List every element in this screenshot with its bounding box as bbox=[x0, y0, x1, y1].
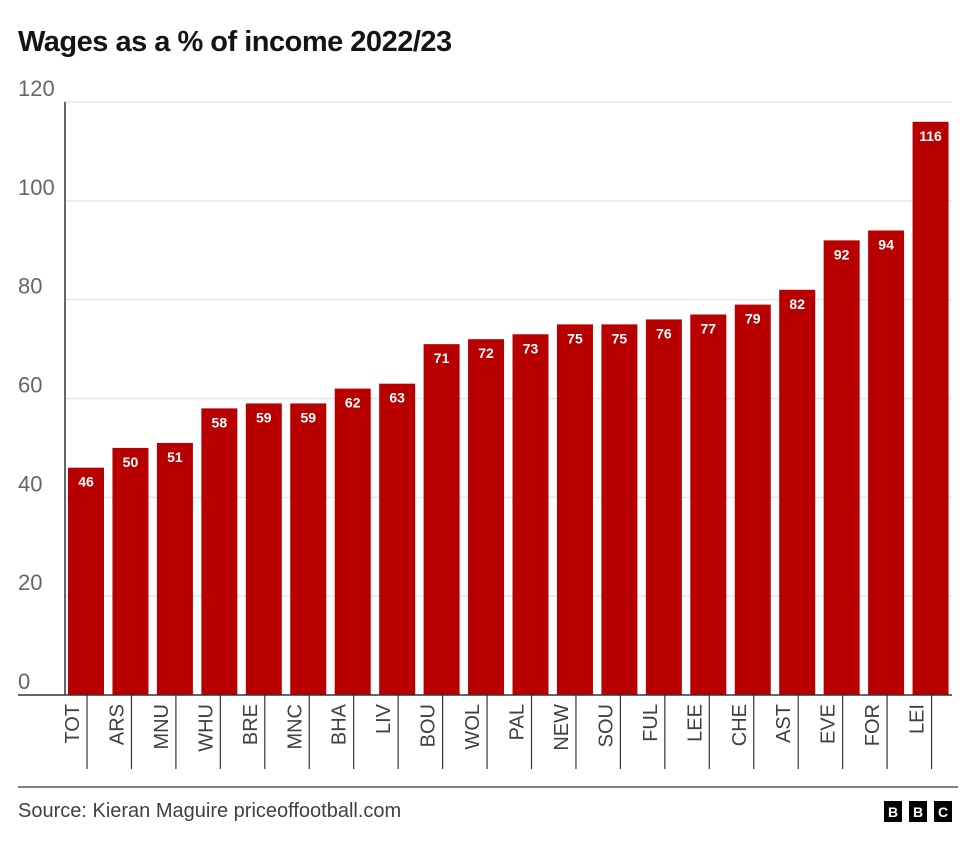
bar bbox=[112, 447, 149, 695]
data-label: 58 bbox=[212, 414, 228, 430]
bar-chart: 0 20 40 60 80 100 120 46 TOT 50 ARS 51 MNU 58 WHU 59 BRE… bbox=[18, 76, 958, 788]
x-tick-label: BOU bbox=[418, 704, 440, 747]
x-tick-label: ARS bbox=[106, 704, 128, 745]
bar bbox=[734, 304, 771, 695]
bar bbox=[868, 230, 905, 695]
x-tick-label: BRE bbox=[240, 704, 262, 745]
bar bbox=[290, 403, 327, 695]
bar bbox=[334, 388, 371, 695]
chart-title: Wages as a % of income 2022/23 bbox=[18, 26, 452, 58]
data-label: 46 bbox=[78, 474, 94, 490]
data-label: 79 bbox=[745, 311, 761, 327]
y-tick-label: 0 bbox=[18, 669, 30, 694]
x-tick-label: FOR bbox=[862, 704, 884, 746]
bar bbox=[690, 314, 727, 695]
x-tick-label: PAL bbox=[507, 704, 529, 740]
bar bbox=[68, 467, 104, 695]
x-tick-label: WOL bbox=[462, 704, 484, 750]
bar bbox=[779, 289, 816, 695]
y-tick-label: 100 bbox=[18, 175, 55, 200]
data-label: 72 bbox=[478, 345, 494, 361]
bar bbox=[468, 339, 505, 695]
bar bbox=[512, 334, 549, 695]
bar bbox=[645, 319, 682, 695]
bar bbox=[556, 324, 593, 695]
bar bbox=[912, 121, 949, 696]
bar bbox=[379, 383, 416, 695]
data-label: 59 bbox=[256, 409, 272, 425]
logo-letter: B bbox=[909, 801, 927, 822]
bar bbox=[423, 344, 460, 695]
bar bbox=[601, 324, 638, 695]
x-tick-label: TOT bbox=[62, 704, 84, 744]
data-label: 71 bbox=[434, 350, 450, 366]
bar bbox=[201, 408, 238, 695]
bbc-logo: B B C bbox=[884, 801, 952, 822]
logo-letter: B bbox=[884, 801, 902, 822]
data-label: 77 bbox=[701, 320, 717, 336]
x-tick-label: AST bbox=[773, 704, 795, 743]
data-label: 73 bbox=[523, 340, 539, 356]
y-tick-label: 120 bbox=[18, 76, 55, 101]
data-label: 62 bbox=[345, 395, 361, 411]
x-tick-label: NEW bbox=[551, 704, 573, 751]
bar bbox=[823, 240, 860, 695]
x-tick-label: LIV bbox=[373, 703, 395, 734]
x-tick-label: SOU bbox=[595, 704, 617, 747]
x-tick-label: WHU bbox=[195, 704, 217, 752]
y-tick-label: 20 bbox=[18, 570, 42, 595]
x-tick-label: BHA bbox=[329, 703, 351, 745]
data-label: 63 bbox=[389, 390, 405, 406]
data-label: 116 bbox=[919, 128, 942, 144]
y-tick-label: 40 bbox=[18, 471, 42, 496]
bar bbox=[245, 403, 282, 695]
x-tick-label: EVE bbox=[818, 704, 840, 744]
data-label: 76 bbox=[656, 325, 672, 341]
source-note: Source: Kieran Maguire priceoffootball.c… bbox=[18, 800, 402, 822]
logo-letter: C bbox=[934, 801, 952, 822]
data-label: 75 bbox=[567, 330, 583, 346]
y-tick-label: 80 bbox=[18, 274, 42, 299]
data-label: 94 bbox=[878, 236, 894, 252]
data-label: 92 bbox=[834, 246, 850, 262]
x-tick-label: FUL bbox=[640, 704, 662, 742]
data-label: 75 bbox=[612, 330, 628, 346]
x-tick-label: MNU bbox=[151, 704, 173, 750]
data-label: 51 bbox=[167, 449, 183, 465]
x-tick-label: LEE bbox=[684, 704, 706, 742]
data-label: 82 bbox=[789, 296, 805, 312]
bar bbox=[156, 442, 193, 695]
x-tick-label: MNC bbox=[284, 704, 306, 750]
data-label: 59 bbox=[300, 409, 316, 425]
x-tick-label: CHE bbox=[729, 704, 751, 746]
y-tick-label: 60 bbox=[18, 373, 42, 398]
data-label: 50 bbox=[123, 454, 139, 470]
x-tick-label: LEI bbox=[907, 704, 929, 734]
